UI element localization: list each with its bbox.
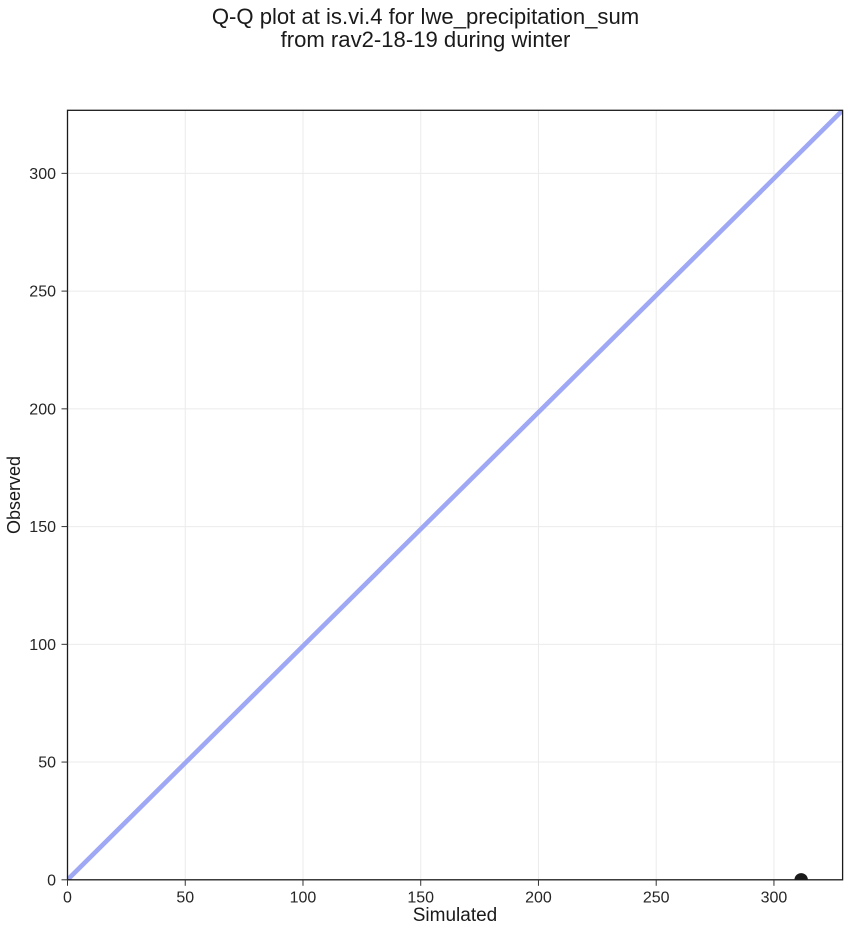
svg-text:200: 200 <box>29 401 56 418</box>
svg-text:250: 250 <box>29 284 56 301</box>
svg-text:50: 50 <box>176 890 194 907</box>
svg-text:0: 0 <box>63 890 72 907</box>
svg-text:Observed: Observed <box>4 456 24 534</box>
svg-text:50: 50 <box>38 755 56 772</box>
svg-text:300: 300 <box>29 166 56 183</box>
svg-text:300: 300 <box>761 890 788 907</box>
svg-text:100: 100 <box>290 890 317 907</box>
svg-text:0: 0 <box>47 872 56 889</box>
svg-text:100: 100 <box>29 637 56 654</box>
svg-text:250: 250 <box>643 890 670 907</box>
svg-text:150: 150 <box>407 890 434 907</box>
svg-text:Simulated: Simulated <box>413 905 498 926</box>
svg-text:150: 150 <box>29 519 56 536</box>
svg-text:200: 200 <box>525 890 552 907</box>
